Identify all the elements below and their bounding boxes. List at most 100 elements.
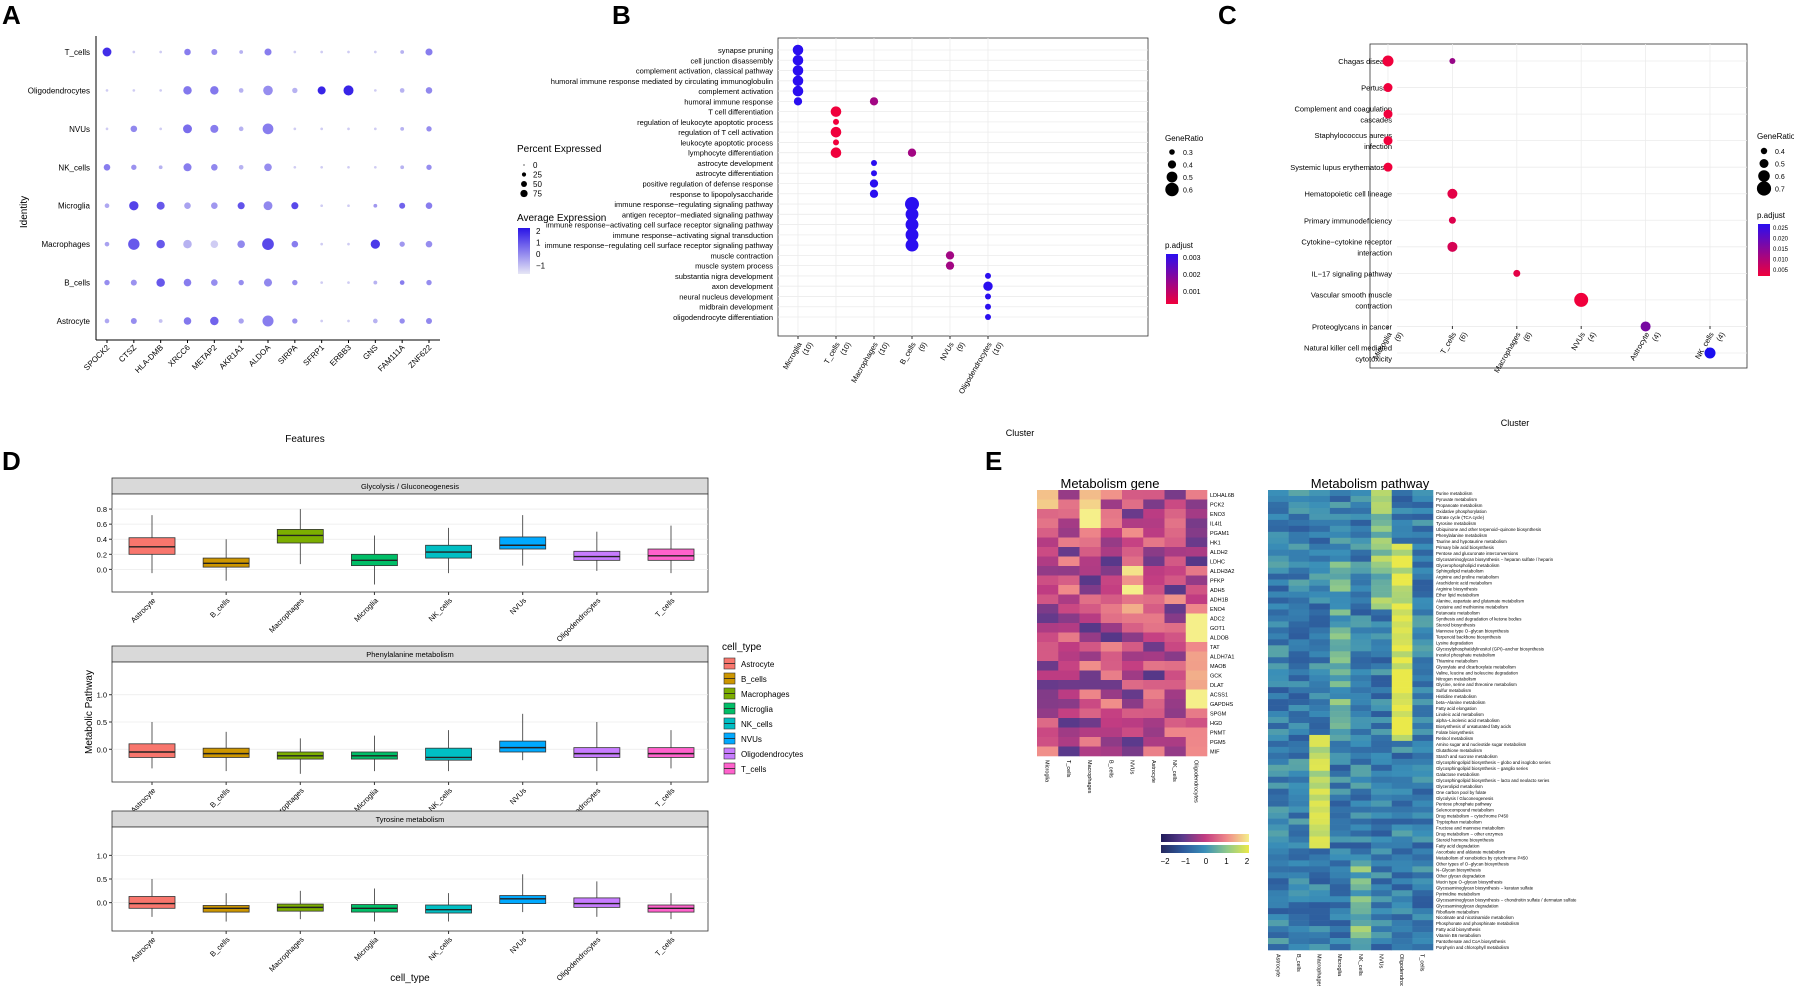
panel-e-right-cell <box>1391 746 1413 754</box>
panel-b-cluster-label: T_cells(10) <box>822 335 853 370</box>
panel-e-right-cell <box>1350 824 1372 831</box>
panel-a-dot <box>293 50 297 54</box>
panel-c-legend: 0.4 0.5 0.6 0.7 0.025 0.020 0.015 0.010 0.005 <box>1756 147 1789 276</box>
panel-c-dot <box>1447 188 1458 199</box>
panel-b-term-label: astrocyte development <box>698 159 774 168</box>
panel-e-right-cell <box>1371 585 1393 592</box>
panel-e-left-cell <box>1100 604 1123 614</box>
panel-e-right-cell <box>1391 525 1413 533</box>
panel-e-right-cell <box>1309 573 1331 580</box>
panel-e-right-cell <box>1268 836 1289 843</box>
panel-e-right-row-label: Drug metabolism − other enzymes <box>1436 832 1504 837</box>
panel-e-right-cell <box>1329 908 1351 915</box>
panel-b-dot <box>905 218 919 232</box>
panel-a-dot <box>291 240 299 248</box>
panel-e-right-cell <box>1268 633 1289 640</box>
panel-e-left-cell <box>1037 642 1059 652</box>
panel-e-right-cell <box>1371 824 1393 831</box>
panel-d-ytick-label: 0.2 <box>97 550 107 559</box>
panel-e-right-cell <box>1288 663 1310 670</box>
panel-e-left-cell <box>1164 566 1187 576</box>
panel-d-box <box>425 747 472 761</box>
panel-e-right-col-label: Microglia <box>1336 954 1342 977</box>
panel-b-cluster-label-line: (10) <box>800 340 815 356</box>
panel-a-dot <box>320 319 324 323</box>
panel-e-left-cell <box>1100 746 1123 757</box>
panel-e-colorbar-tick: 2 <box>1245 857 1250 866</box>
panel-e-right-cell <box>1288 573 1310 580</box>
panel-a-dot <box>128 238 140 250</box>
panel-c-plot-frame <box>1369 43 1748 369</box>
panel-e-right-row-label: Ubiquinone and other terpenoid−quinone b… <box>1436 527 1542 532</box>
panel-e-left-cell <box>1143 718 1165 728</box>
panel-e-left-cell <box>1100 651 1123 662</box>
panel-b-dot <box>833 118 839 125</box>
panel-e-left-cell <box>1058 689 1080 700</box>
panel-e-left-cell <box>1122 528 1144 538</box>
panel-e-right-cell <box>1371 872 1393 879</box>
panel-e-left-cell <box>1058 509 1080 519</box>
panel-e-right-cell <box>1309 645 1331 652</box>
panel-e-right-cell <box>1371 705 1393 712</box>
panel-b-term-label-line: axon development <box>712 282 774 291</box>
panel-b-term-label-line: complement activation <box>698 87 773 96</box>
panel-e-right-row-label: Pentose phosphate pathway <box>1436 802 1492 807</box>
panel-e-left-cell <box>1037 509 1059 519</box>
panel-a-xtick-label: XRCC6 <box>166 343 192 369</box>
panel-c-legend-size-dot <box>1759 159 1769 168</box>
panel-e-right-cell <box>1391 788 1413 795</box>
panel-b-dot <box>792 44 804 56</box>
panel-e-left-cell <box>1079 547 1102 557</box>
panel-e-right-cell <box>1268 603 1289 610</box>
panel-e-right-cell <box>1288 884 1310 891</box>
panel-e-right-cell <box>1350 507 1372 515</box>
panel-e-right-cell <box>1350 615 1372 622</box>
panel-e-left-cell <box>1164 518 1187 529</box>
panel-e-left-cell <box>1185 718 1208 728</box>
panel-e-right-row-label: Drug metabolism − cytochrome P450 <box>1436 814 1509 819</box>
panel-e-right-cell <box>1350 675 1372 682</box>
panel-a-dot <box>210 240 219 248</box>
panel-e-right-cell <box>1329 525 1351 533</box>
panel-d-box <box>499 536 547 550</box>
panel-e-right-cell <box>1391 920 1413 927</box>
panel-e-right-cell <box>1268 663 1289 670</box>
panel-e-left-cell <box>1037 537 1059 548</box>
panel-e-left-cell <box>1185 566 1208 576</box>
panel-e-right-row-label: Glycolysis / Gluconeogenesis <box>1436 796 1494 801</box>
panel-e-left-cell <box>1143 537 1165 548</box>
panel-b-term-label: immune response−regulating cell surface … <box>545 241 774 250</box>
panel-e-right-cell <box>1268 711 1289 718</box>
panel-e-right-cell <box>1309 782 1331 790</box>
panel-e-left-cell <box>1185 585 1208 595</box>
panel-e-right-cell <box>1350 513 1372 521</box>
panel-a-dot <box>373 318 378 324</box>
panel-e-right-cell <box>1371 818 1393 825</box>
panel-e-right-row-label: One carbon pool by folate <box>1436 790 1487 795</box>
panel-e-right-cell <box>1412 842 1434 849</box>
panel-b-term-label-line: cell junction disassembly <box>690 56 773 65</box>
panel-e-left-cell <box>1185 613 1208 624</box>
panel-e-right-cell <box>1309 591 1331 598</box>
panel-e-right-cell <box>1391 591 1413 598</box>
panel-b-term-label-line: T cell differentiation <box>708 108 773 117</box>
panel-e-right-cell <box>1350 495 1372 503</box>
panel-e-right-row-label: Valine, leucine and isoleucine degradati… <box>1436 670 1518 675</box>
panel-a-dot <box>263 278 273 287</box>
panel-e-right-row-label: Fatty acid biosynthesis <box>1436 927 1481 932</box>
panel-e-right-row-label: Phenylalanine metabolism <box>1436 533 1488 538</box>
panel-b-term-label: immune response−activating signal transd… <box>613 231 773 240</box>
panel-e-right-cell <box>1412 633 1434 640</box>
panel-e-right-cell <box>1412 555 1434 562</box>
panel-e-right-cell <box>1329 788 1351 795</box>
panel-d-plot-frame <box>111 493 709 593</box>
panel-e-right-row-label: Selenocompound metabolism <box>1436 808 1494 813</box>
panel-d-xtick-label: B_cells <box>208 786 232 810</box>
panel-e-right-cell <box>1268 615 1289 622</box>
panel-e-right-cell <box>1391 908 1413 915</box>
panel-d-legend-label: T_cells <box>741 765 766 774</box>
panel-e-right-cell <box>1268 902 1289 909</box>
panel-e-right-cell <box>1309 824 1331 831</box>
panel-e-right-cell <box>1371 776 1393 784</box>
panel-e-left-cell <box>1058 537 1080 548</box>
